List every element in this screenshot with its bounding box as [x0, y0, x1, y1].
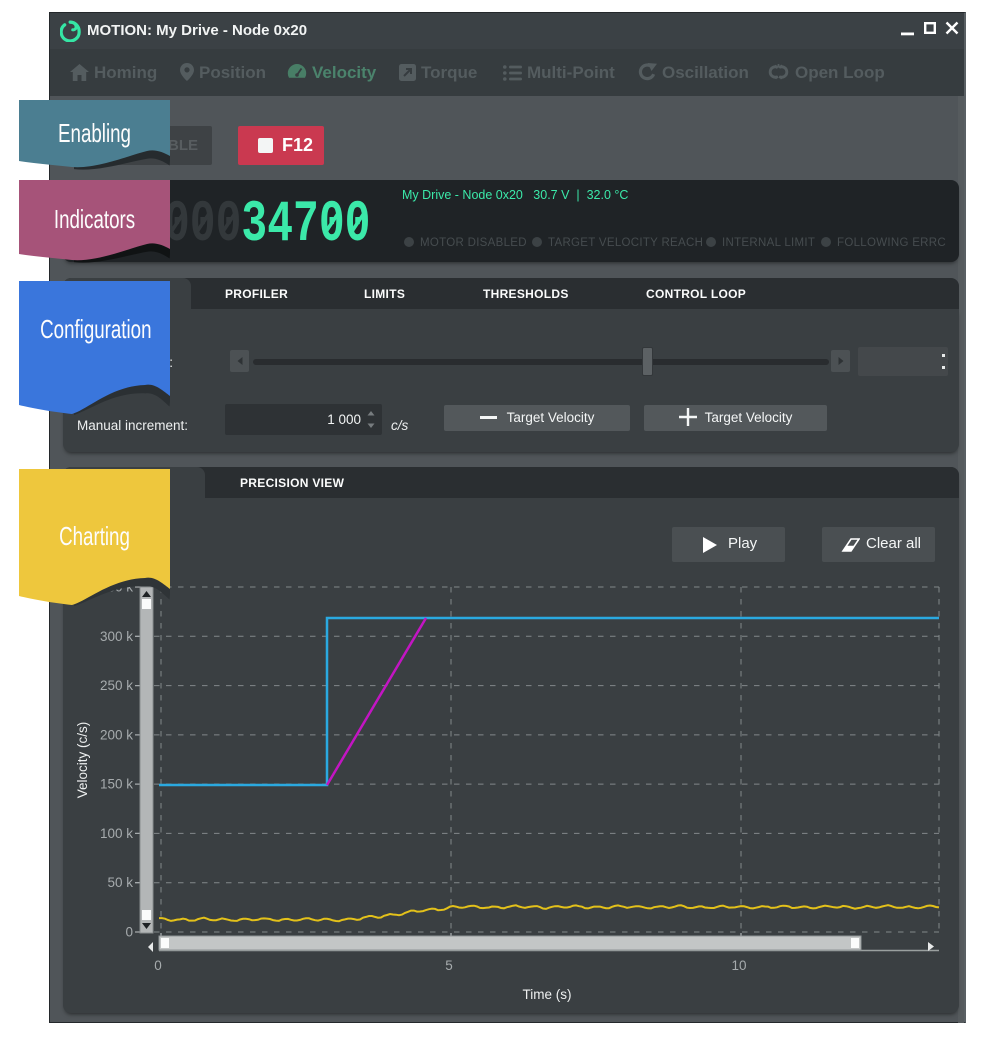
- svg-text:250 k: 250 k: [100, 678, 133, 693]
- svg-text:10: 10: [731, 958, 746, 973]
- svg-text:5: 5: [445, 958, 453, 973]
- svg-text:0: 0: [154, 958, 162, 973]
- svg-text:Time (s): Time (s): [523, 987, 572, 1002]
- svg-text:Velocity (c/s): Velocity (c/s): [75, 722, 90, 799]
- svg-text:0: 0: [125, 925, 133, 940]
- svg-text:100 k: 100 k: [100, 826, 133, 841]
- svg-text:50 k: 50 k: [107, 875, 133, 890]
- svg-text:150 k: 150 k: [100, 777, 133, 792]
- svg-text:300 k: 300 k: [100, 629, 133, 644]
- svg-text:200 k: 200 k: [100, 727, 133, 742]
